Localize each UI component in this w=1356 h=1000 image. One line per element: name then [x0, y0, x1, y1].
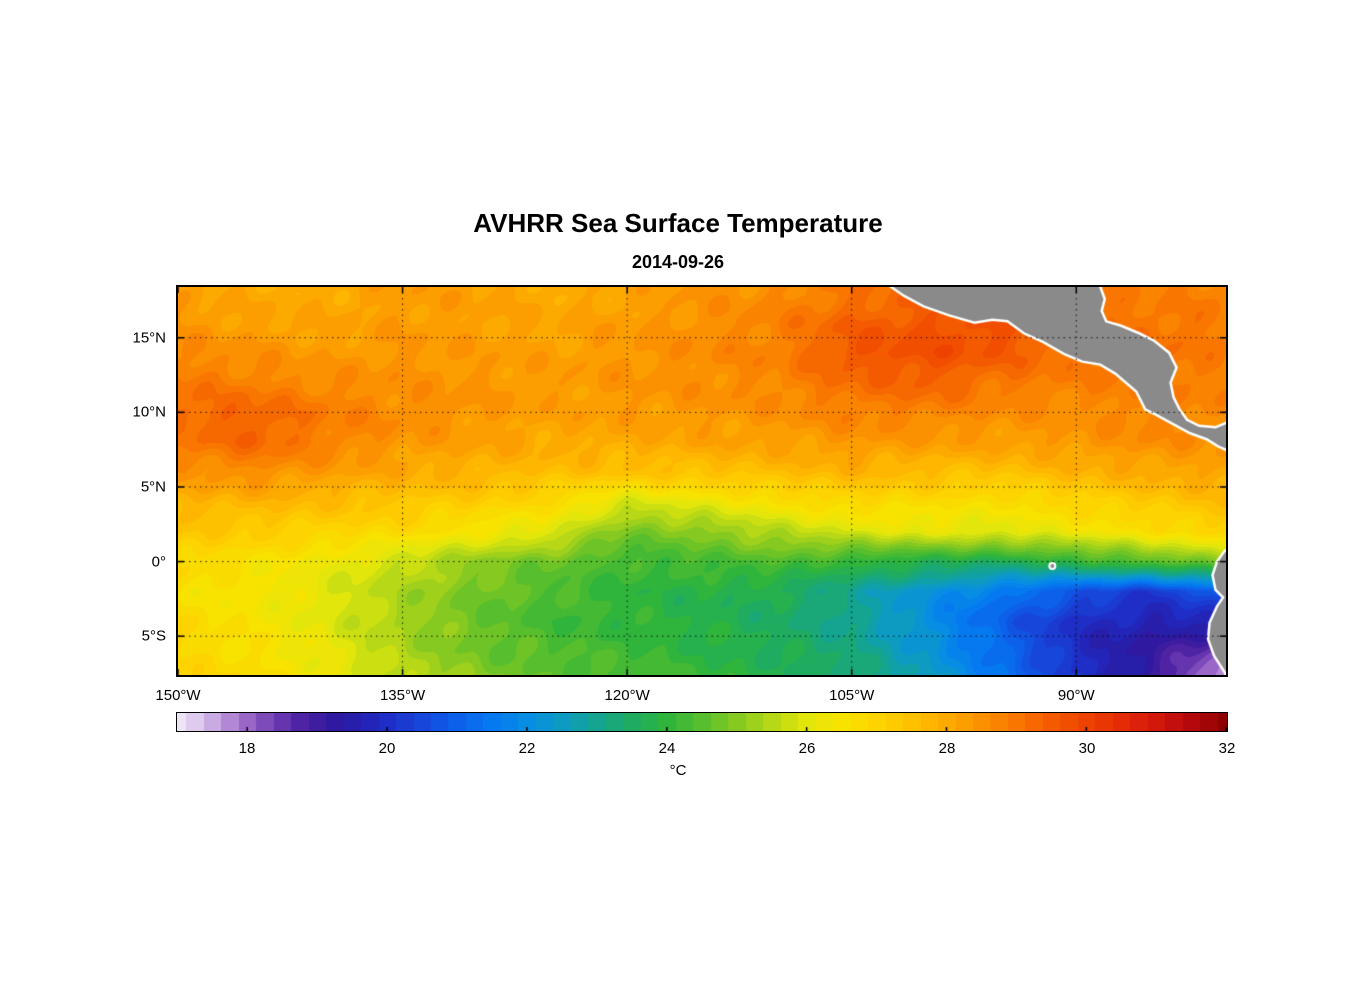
plot-area	[176, 285, 1228, 677]
chart-date: 2014-09-26	[631, 252, 725, 272]
sst-canvas	[178, 287, 1226, 675]
y-tick-label: 5°N	[140, 478, 166, 496]
colorbar-tick-label: 18	[238, 740, 256, 757]
colorbar-tick-label: 28	[938, 740, 956, 757]
colorbar-tick-label: 24	[658, 740, 676, 757]
chart-title: AVHRR Sea Surface Temperature	[473, 208, 883, 238]
colorbar-unit-label: °C	[669, 762, 687, 779]
x-tick-label: 150°W	[155, 687, 201, 704]
x-tick-label: 90°W	[1057, 687, 1095, 704]
y-tick-label: 10°N	[132, 403, 166, 421]
x-tick-label: 105°W	[829, 687, 875, 704]
colorbar-canvas	[177, 713, 1227, 731]
y-tick-label: 0°	[151, 553, 166, 571]
colorbar	[176, 712, 1228, 732]
x-tick-label: 135°W	[379, 687, 426, 704]
colorbar-tick-label: 30	[1078, 740, 1096, 757]
y-tick-label: 5°S	[141, 627, 166, 645]
x-tick-label: 120°W	[604, 687, 650, 704]
colorbar-tick-label: 32	[1218, 740, 1236, 757]
colorbar-tick-label: 26	[798, 740, 816, 757]
y-tick-label: 15°N	[132, 329, 166, 347]
colorbar-tick-label: 22	[518, 740, 536, 757]
colorbar-tick-label: 20	[378, 740, 396, 757]
